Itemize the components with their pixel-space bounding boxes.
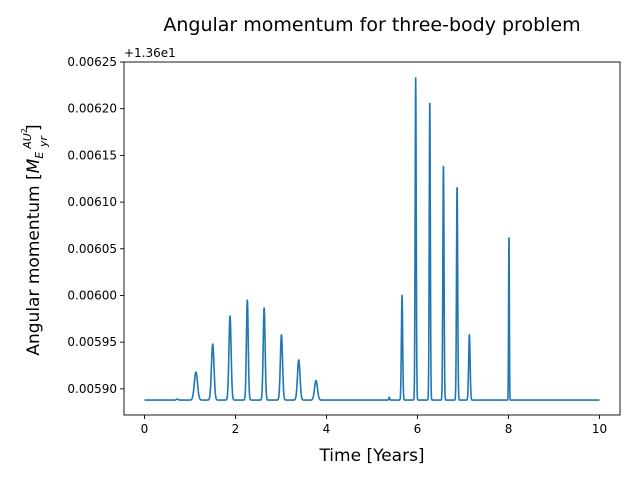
x-tick-label: 10 xyxy=(592,422,607,436)
y-tick-label: 0.00625 xyxy=(67,55,117,69)
y-axis-unit-base: M xyxy=(24,158,44,173)
y-axis-unit-numerator-sup: 2 xyxy=(20,128,29,133)
x-axis-ticks: 0 2 4 6 8 10 xyxy=(141,415,607,436)
y-offset-label: +1.36e1 xyxy=(124,46,176,60)
y-axis-unit-numerator: AU xyxy=(21,133,34,150)
y-axis-label-prefix: Angular momentum [ xyxy=(24,173,44,355)
y-axis-unit-denominator: yr xyxy=(37,135,50,149)
x-tick-label: 8 xyxy=(505,422,513,436)
y-tick-label: 0.00605 xyxy=(67,242,117,256)
chart-title: Angular momentum for three-body problem xyxy=(163,14,580,36)
axes-frame xyxy=(123,61,621,416)
x-axis-label: Time [Years] xyxy=(318,446,424,466)
y-axis-label-suffix: ] xyxy=(24,124,44,131)
y-axis-ticks: 0.00590 0.00595 0.00600 0.00605 0.00610 0.006… xyxy=(67,55,124,396)
x-tick-label: 4 xyxy=(323,422,331,436)
y-axis-unit-sub: E xyxy=(33,152,46,159)
y-tick-label: 0.00610 xyxy=(67,195,117,209)
y-tick-label: 0.00590 xyxy=(67,382,117,396)
y-axis-label: Angular momentum [ME AU2 yr] xyxy=(20,124,50,355)
y-tick-label: 0.00620 xyxy=(67,102,117,116)
y-tick-label: 0.00615 xyxy=(67,148,117,162)
x-tick-label: 6 xyxy=(414,422,422,436)
x-tick-label: 2 xyxy=(232,422,240,436)
x-tick-label: 0 xyxy=(141,422,149,436)
y-tick-label: 0.00600 xyxy=(67,288,117,302)
y-axis-label-text: Angular momentum [ME AU2 yr] xyxy=(20,124,50,355)
plot-area xyxy=(143,77,601,401)
y-tick-label: 0.00595 xyxy=(67,335,117,349)
series-line xyxy=(143,77,601,401)
